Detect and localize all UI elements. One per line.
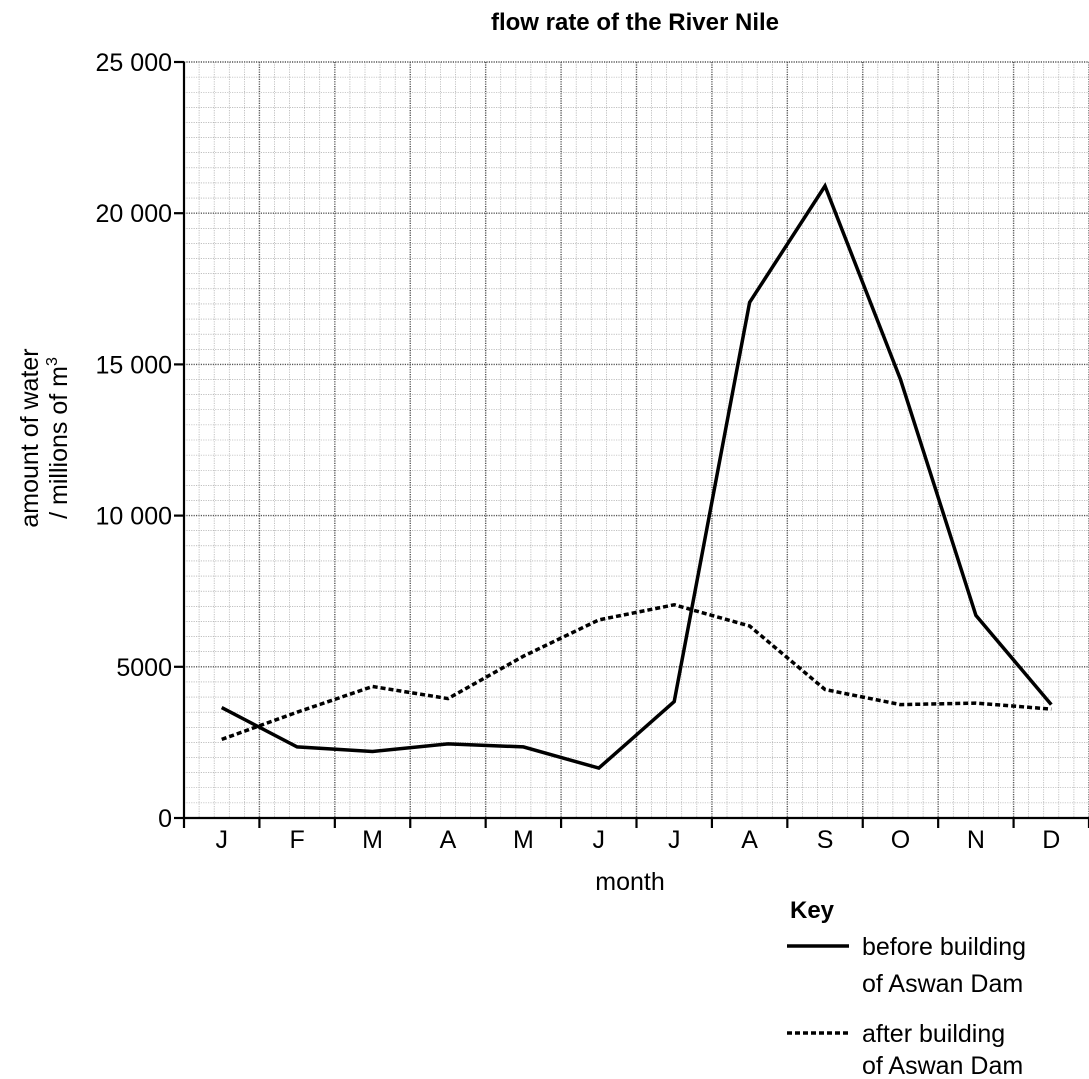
legend-label-after-line1: after building	[862, 1020, 1005, 1048]
y-axis-label: amount of water / millions of m3	[16, 348, 73, 527]
x-tick-label: S	[817, 826, 834, 854]
y-tick-label: 5000	[116, 654, 172, 682]
x-tick-label: M	[362, 826, 383, 854]
series-line-before-dam	[220, 182, 1053, 771]
x-tick-label: M	[513, 826, 534, 854]
y-axis-label-superscript: 3	[44, 357, 61, 366]
x-tick-label: N	[967, 826, 985, 854]
series-line-after-dam	[221, 603, 1052, 742]
chart-series	[220, 182, 1053, 771]
x-tick-label: F	[289, 826, 304, 854]
y-axis-label-unit: / millions of m	[45, 366, 73, 519]
chart-title: flow rate of the River Nile	[491, 9, 779, 36]
y-axis-label-line2: / millions of m3	[44, 357, 73, 519]
x-tick-label: A	[440, 826, 457, 854]
y-axis-label-line1: amount of water	[16, 348, 44, 527]
x-axis-label: month	[595, 868, 664, 896]
x-tick-label: A	[741, 826, 758, 854]
legend-title: Key	[790, 897, 835, 924]
y-tick-label: 0	[158, 805, 172, 833]
x-tick-label: J	[668, 826, 681, 854]
x-tick-label: D	[1042, 826, 1060, 854]
y-tick-label: 20 000	[96, 200, 172, 228]
legend-label-before-line2: of Aswan Dam	[862, 970, 1023, 998]
y-tick-label: 15 000	[96, 351, 172, 379]
chart-axes: 0 5000 10 000 15 000 20 000 25 000 J F M A M J J A S O N…	[96, 49, 1089, 854]
chart-legend: Key before building of Aswan Dam after b…	[787, 897, 1026, 1079]
y-tick-label: 10 000	[96, 503, 172, 531]
x-tick-label: J	[215, 826, 228, 854]
y-tick-label: 25 000	[96, 49, 172, 77]
chart-grid	[183, 61, 1089, 819]
x-tick-label: O	[891, 826, 910, 854]
legend-label-before-line1: before building	[862, 933, 1026, 961]
legend-label-after-line2: of Aswan Dam	[862, 1052, 1023, 1079]
x-tick-label: J	[593, 826, 606, 854]
